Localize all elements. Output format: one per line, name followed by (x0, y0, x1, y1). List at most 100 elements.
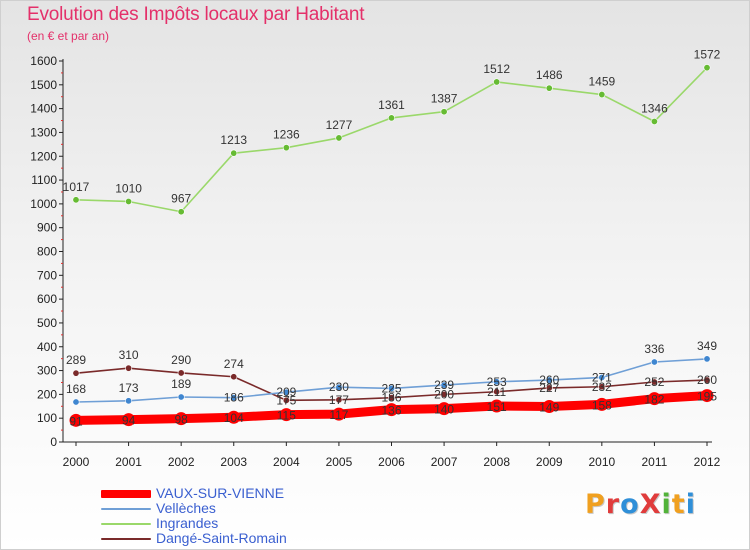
x-tick-label: 2012 (694, 455, 721, 469)
series-point-3 (69, 413, 83, 427)
data-label-1: 310 (119, 348, 139, 362)
series-point-1 (598, 383, 606, 391)
series-point-0 (72, 196, 80, 204)
x-tick-label: 2003 (220, 455, 247, 469)
series-point-2 (650, 358, 658, 366)
y-tick-label: 400 (37, 340, 57, 354)
data-label-3: 117 (329, 408, 348, 422)
data-label-2: 239 (434, 378, 454, 392)
series-point-0 (335, 134, 343, 142)
data-label-0: 1486 (536, 68, 563, 82)
x-tick-label: 2005 (326, 455, 353, 469)
y-tick-label: 900 (37, 221, 57, 235)
series-point-3 (227, 410, 241, 424)
series-point-3 (700, 389, 714, 403)
series-layer (69, 64, 714, 427)
series-point-2 (230, 394, 238, 402)
series-point-3 (122, 413, 136, 427)
y-tick-label: 800 (37, 245, 57, 259)
y-tick-label: 100 (37, 411, 57, 425)
series-point-2 (703, 355, 711, 363)
y-tick-label: 600 (37, 292, 57, 306)
series-point-3 (385, 403, 398, 417)
series-point-1 (335, 396, 343, 404)
legend-swatch-vaux (101, 490, 151, 498)
data-label-1: 260 (697, 373, 717, 387)
series-point-0 (598, 91, 606, 99)
y-tick-label: 1600 (30, 54, 57, 68)
legend-label-velleches: Vellèches (156, 500, 216, 516)
data-label-2: 260 (539, 373, 559, 387)
data-label-1: 232 (592, 380, 612, 394)
series-point-0 (177, 208, 185, 216)
data-label-3: 104 (224, 411, 244, 425)
series-point-0 (230, 149, 238, 157)
data-label-0: 1277 (326, 118, 353, 132)
legend-swatch-dange (101, 538, 151, 540)
series-point-3 (542, 400, 556, 414)
data-label-1: 177 (329, 393, 349, 407)
y-tick-label: 1400 (30, 102, 57, 116)
data-label-2: 173 (119, 381, 139, 395)
data-label-1: 290 (171, 353, 191, 367)
x-tick-label: 2002 (168, 455, 195, 469)
data-label-0: 1512 (483, 62, 510, 76)
series-point-0 (440, 108, 448, 116)
x-tick-label: 2007 (431, 455, 458, 469)
data-label-0: 1346 (641, 101, 668, 115)
series-point-1 (440, 390, 448, 398)
data-label-3: 182 (644, 393, 664, 407)
chart-subtitle: (en € et par an) (27, 29, 110, 43)
series-point-3 (174, 412, 188, 426)
series-point-3 (437, 402, 451, 416)
y-tick-label: 300 (37, 364, 57, 378)
series-point-2 (177, 393, 185, 401)
data-label-3: 140 (434, 403, 454, 417)
data-label-0: 1572 (694, 48, 721, 62)
series-point-3 (490, 399, 504, 413)
series-point-2 (545, 376, 553, 384)
series-point-1 (493, 388, 501, 396)
series-point-0 (387, 114, 395, 122)
y-tick-label: 500 (37, 316, 57, 330)
data-label-2: 225 (381, 381, 401, 395)
series-point-2 (598, 373, 606, 381)
legend-swatch-velleches (101, 508, 151, 510)
series-point-1 (177, 369, 185, 377)
series-point-2 (335, 383, 343, 391)
data-label-0: 1361 (378, 98, 405, 112)
y-tick-label: 200 (37, 387, 57, 401)
series-point-0 (493, 78, 501, 86)
x-tick-label: 2001 (115, 455, 142, 469)
series-point-3 (279, 408, 293, 422)
x-tick-label: 2011 (642, 455, 668, 469)
data-label-3: 158 (592, 398, 612, 412)
data-label-0: 1213 (220, 133, 247, 147)
y-tick-label: 1000 (30, 197, 57, 211)
data-label-3: 94 (122, 414, 136, 428)
series-point-1 (703, 376, 711, 384)
series-point-1 (282, 396, 290, 404)
data-label-3: 91 (69, 414, 83, 428)
series-point-2 (282, 388, 290, 396)
series-point-1 (650, 378, 658, 386)
series-point-1 (545, 384, 553, 392)
series-point-2 (125, 397, 133, 405)
y-tick-label: 1500 (30, 78, 57, 92)
legend-label-ingrandes: Ingrandes (156, 515, 219, 531)
data-label-3: 151 (487, 400, 507, 414)
series-point-1 (387, 394, 395, 402)
data-label-3: 149 (539, 401, 559, 415)
y-tick-label: 0 (50, 435, 57, 449)
data-label-2: 349 (697, 339, 717, 353)
y-tick-label: 700 (37, 268, 57, 282)
data-label-1: 252 (644, 375, 664, 389)
data-label-2: 230 (329, 380, 349, 394)
data-label-2: 209 (276, 385, 296, 399)
data-label-2: 253 (487, 375, 507, 389)
series-point-0 (282, 144, 290, 152)
data-label-3: 115 (277, 409, 296, 423)
x-tick-label: 2010 (588, 455, 615, 469)
chart-axes: 0 100 200 300 400 500 600 700 800 900 1000 1100 1200… (30, 54, 720, 469)
